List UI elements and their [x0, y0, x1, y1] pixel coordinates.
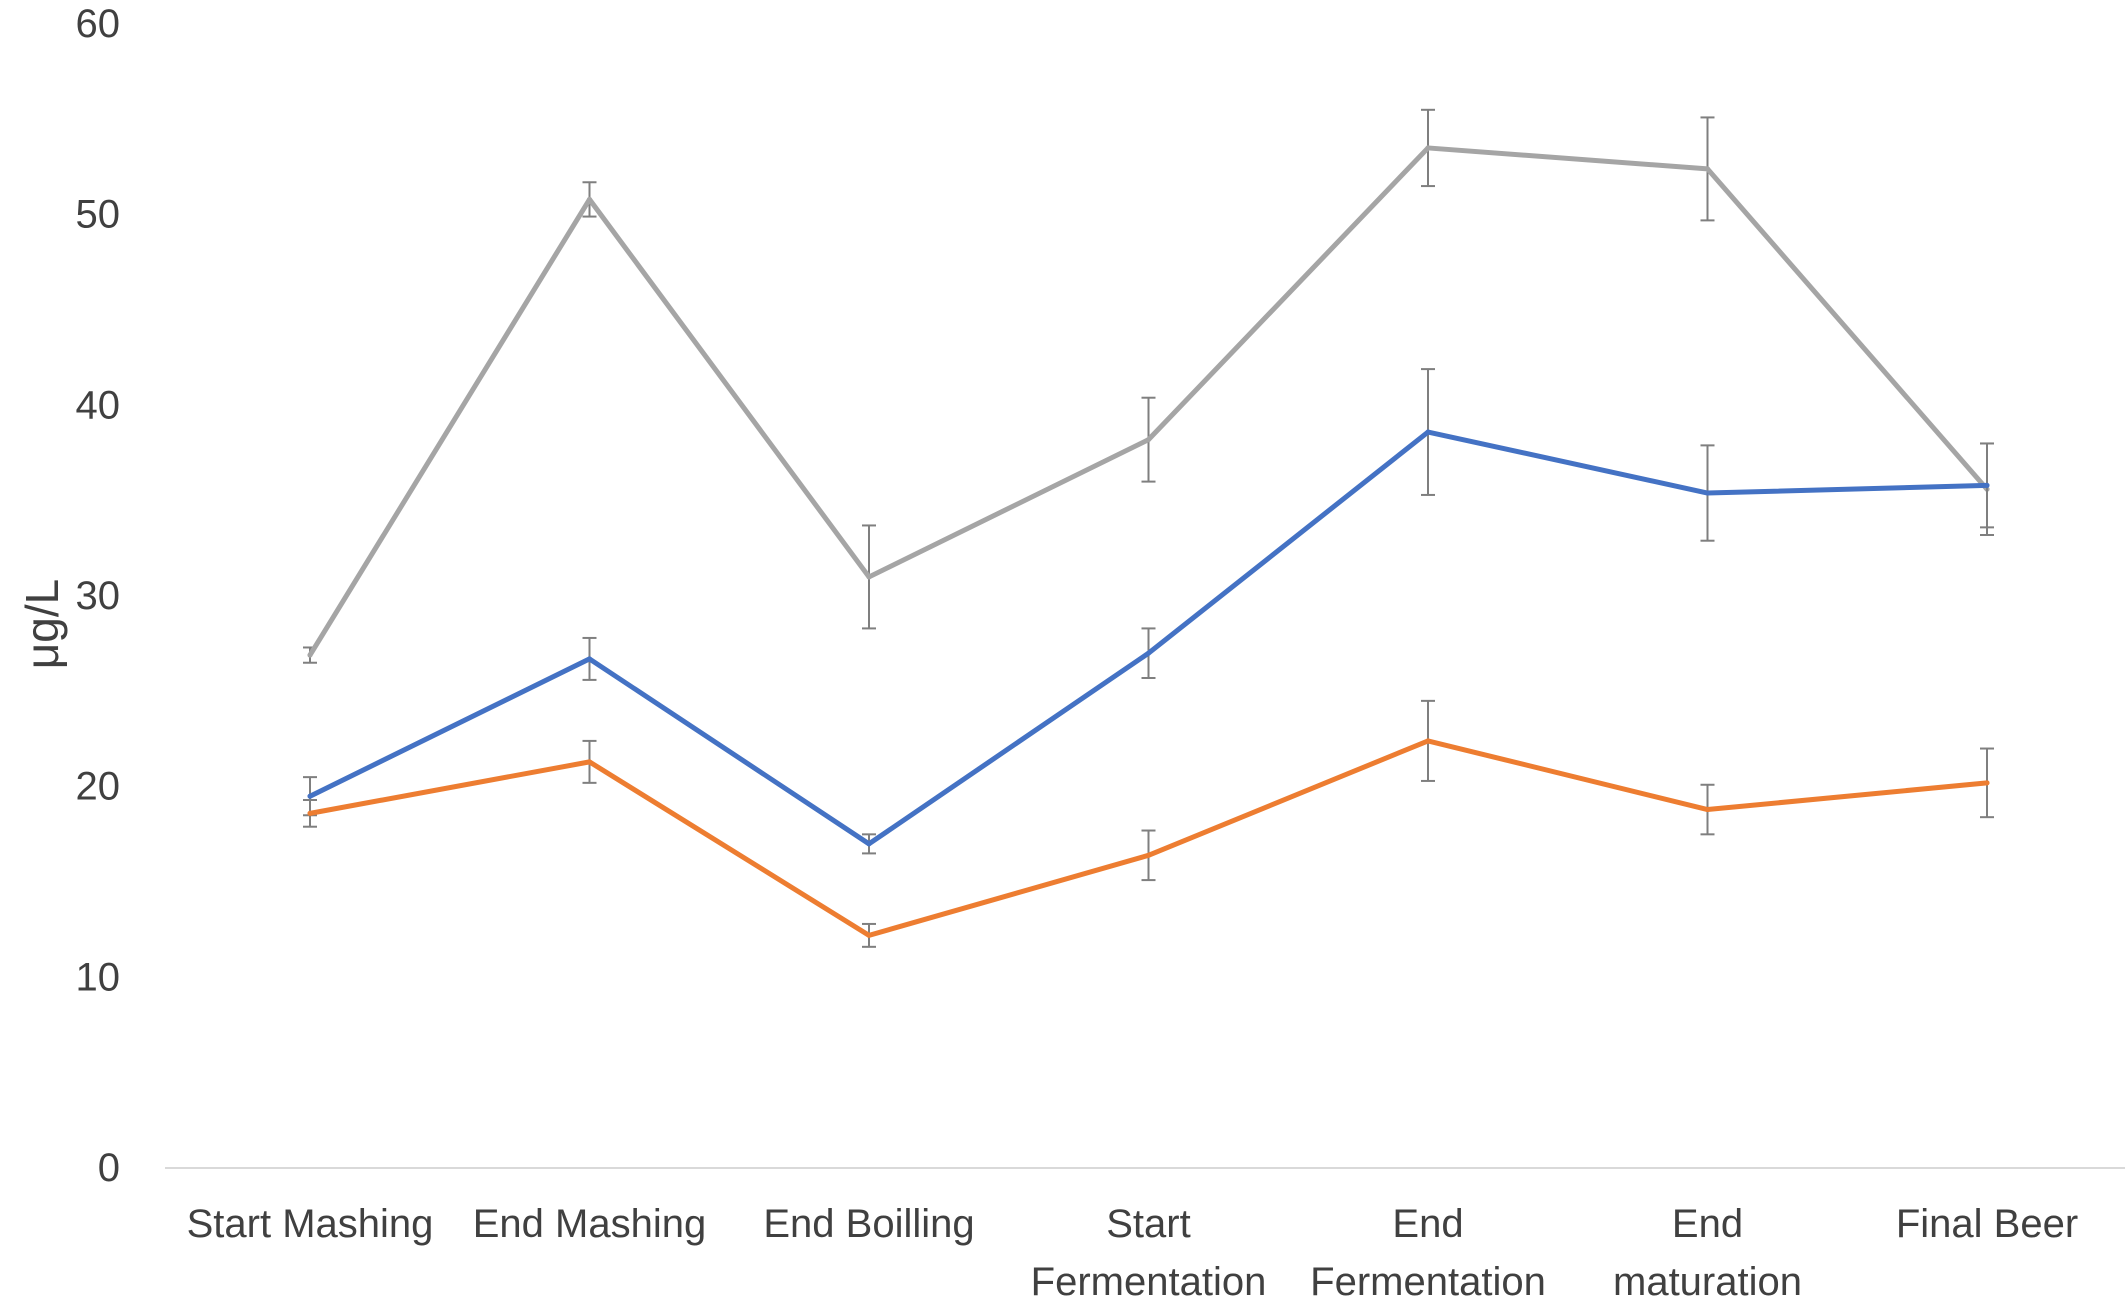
series-1: [303, 368, 1994, 855]
x-tick-label-line: Fermentation: [1310, 1260, 1546, 1304]
x-tick-label: Start Fermentation: [1031, 1202, 1267, 1304]
x-tick-label: End Fermentation: [1310, 1202, 1546, 1304]
x-tick-label-line: Start: [1106, 1202, 1190, 1246]
data-point: [1705, 166, 1710, 172]
x-tick-label-line: Final Beer: [1896, 1202, 2078, 1246]
y-tick-label: 60: [76, 2, 121, 46]
data-point: [307, 810, 313, 816]
y-tick-label: 30: [76, 574, 121, 618]
x-tick-label: End Boilling: [763, 1202, 974, 1246]
data-point: [866, 574, 872, 580]
data-point: [587, 196, 592, 202]
data-point: [866, 932, 872, 938]
data-point: [1705, 807, 1710, 813]
data-point: [307, 652, 313, 658]
x-tick-label: Final Beer: [1896, 1202, 2078, 1246]
series-layer: [303, 108, 1994, 948]
data-point: [587, 656, 592, 662]
y-tick-label: 40: [76, 383, 121, 427]
data-point: [1984, 780, 1990, 786]
x-tick-label-line: End Mashing: [473, 1202, 706, 1246]
data-point: [1146, 437, 1151, 443]
x-tick-label-line: End Boilling: [763, 1202, 974, 1246]
x-tick-label-line: End: [1392, 1202, 1463, 1246]
y-axis-title-group: μg/L: [16, 579, 68, 669]
series-2: [303, 699, 1994, 948]
x-tick-label: End Mashing: [473, 1202, 706, 1246]
x-tick-label: Start Mashing: [187, 1202, 434, 1246]
series-0: [303, 108, 1994, 664]
data-point: [1705, 490, 1710, 496]
y-axis-ticks: 0 10 20 30 40 50 60: [76, 2, 121, 1190]
data-point: [1425, 738, 1431, 744]
y-tick-label: 10: [76, 955, 121, 999]
data-point: [1146, 852, 1151, 858]
x-tick-label-line: Start Mashing: [187, 1202, 434, 1246]
data-point: [866, 841, 872, 847]
y-tick-label: 20: [76, 765, 121, 809]
data-point: [587, 759, 592, 765]
data-point: [1425, 145, 1431, 151]
y-tick-label: 0: [98, 1146, 120, 1190]
data-point: [1146, 650, 1151, 656]
data-point: [1425, 429, 1431, 435]
y-axis-title: μg/L: [16, 579, 68, 669]
data-point: [307, 793, 313, 799]
x-tick-label-line: maturation: [1613, 1260, 1802, 1304]
y-tick-label: 50: [76, 193, 121, 237]
x-tick-label: End maturation: [1613, 1202, 1802, 1304]
data-point: [1984, 482, 1990, 488]
x-tick-label-line: End: [1672, 1202, 1743, 1246]
x-tick-label-line: Fermentation: [1031, 1260, 1267, 1304]
x-axis-labels: Start Mashing End Mashing End Boilling Star…: [187, 1202, 2079, 1304]
